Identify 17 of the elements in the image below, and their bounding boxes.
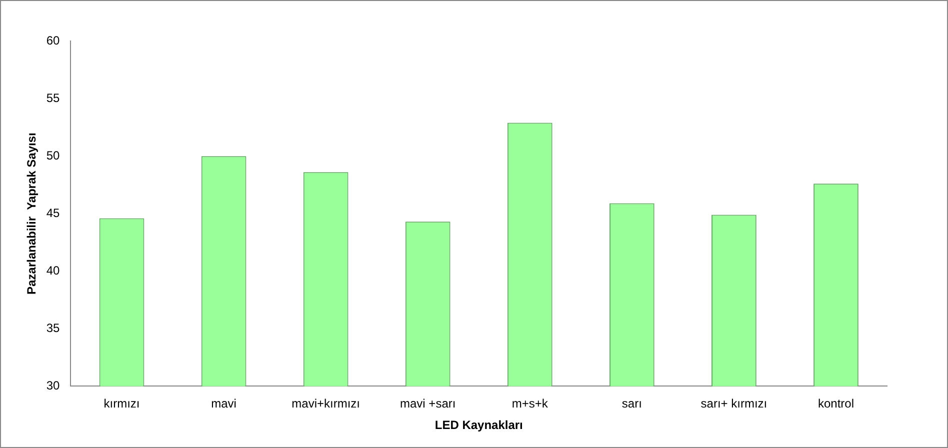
y-tick-label: 35	[46, 320, 60, 335]
x-tick-label: kırmızı	[104, 396, 140, 411]
y-axis-title: Pazarlanabilir Yaprak Sayısı	[24, 132, 39, 295]
x-tick-label: mavi+kırmızı	[292, 396, 360, 411]
x-tick-label: kontrol	[818, 396, 854, 411]
y-tick-label: 45	[46, 206, 60, 220]
x-tick-label: mavi +sarı	[400, 396, 456, 411]
y-tick-label: 40	[46, 263, 60, 278]
x-tick-label: m+s+k	[512, 396, 549, 411]
y-tick-label: 30	[46, 378, 60, 393]
x-tick-label: sarı+ kırmızı	[700, 396, 768, 411]
x-tick-label: sarı	[622, 396, 642, 411]
y-tick-label: 50	[46, 148, 60, 162]
y-tick-label: 60	[46, 33, 60, 48]
y-tick-label: 55	[46, 90, 60, 105]
x-axis-title: LED Kaynakları	[434, 418, 523, 432]
x-tick-label: mavi	[211, 396, 236, 411]
